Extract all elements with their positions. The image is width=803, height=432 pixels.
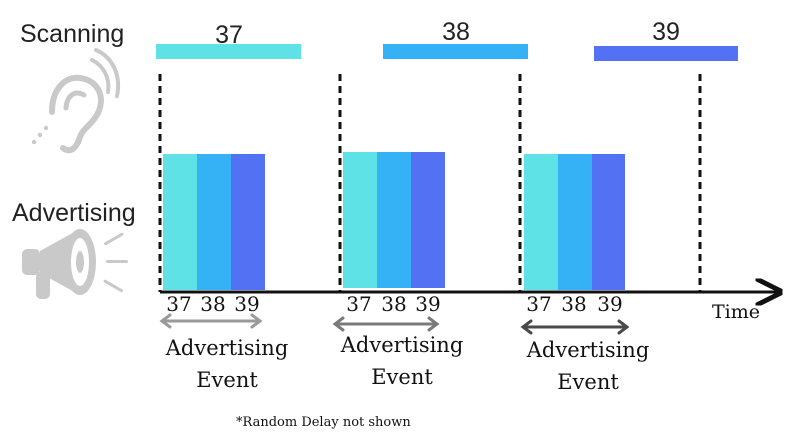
adv-channel-label: 38: [381, 292, 406, 316]
advertising-event: 37 38 39 Advertising Event: [332, 152, 464, 389]
adv-channel-bar: [592, 154, 625, 290]
footnote: *Random Delay not shown: [236, 415, 411, 430]
event-span-arrow: [520, 319, 630, 335]
event-span-arrow: [332, 316, 440, 332]
time-axis-label: Time: [712, 301, 760, 323]
adv-channel-label: 38: [561, 292, 586, 316]
advertising-label: Advertising: [12, 199, 136, 227]
adv-channel-label: 39: [597, 292, 622, 316]
advertising-event: 37 38 39 Advertising Event: [520, 154, 650, 394]
scan-bar: [594, 46, 738, 61]
event-label-line2: Event: [557, 370, 619, 394]
scan-bar: [156, 44, 301, 59]
scan-channel-label: 39: [652, 18, 680, 46]
adv-channel-bar: [343, 152, 377, 288]
scan-channel-label: 38: [442, 18, 470, 46]
adv-channel-bar: [377, 152, 411, 288]
adv-channel-bar: [411, 152, 445, 288]
scan-window: 38: [383, 18, 528, 59]
adv-channel-label: 37: [166, 292, 191, 316]
event-label-line1: Advertising: [526, 338, 650, 362]
scan-window: 39: [594, 18, 738, 61]
adv-channel-label: 38: [200, 292, 225, 316]
scanning-label: Scanning: [20, 20, 124, 48]
scan-bar: [383, 44, 528, 59]
event-label-line2: Event: [371, 365, 433, 389]
adv-channel-label: 37: [346, 292, 371, 316]
adv-channel-bar: [197, 154, 231, 290]
adv-channel-bar: [163, 154, 197, 290]
adv-channel-bar: [231, 154, 265, 290]
advertising-event: 37 38 39 Advertising Event: [159, 154, 289, 392]
adv-channel-label: 39: [234, 292, 259, 316]
event-label-line1: Advertising: [165, 336, 289, 360]
event-span-arrow: [159, 313, 263, 329]
event-label-line1: Advertising: [340, 333, 464, 357]
listening-ear-icon: [31, 48, 120, 154]
scan-window: 37: [156, 21, 301, 59]
event-label-line2: Event: [196, 368, 258, 392]
adv-channel-label: 39: [415, 292, 440, 316]
scan-channel-label: 37: [215, 21, 243, 49]
adv-channel-label: 37: [526, 292, 551, 316]
megaphone-icon: [22, 229, 128, 299]
adv-channel-bar: [524, 154, 558, 290]
adv-channel-bar: [558, 154, 592, 290]
